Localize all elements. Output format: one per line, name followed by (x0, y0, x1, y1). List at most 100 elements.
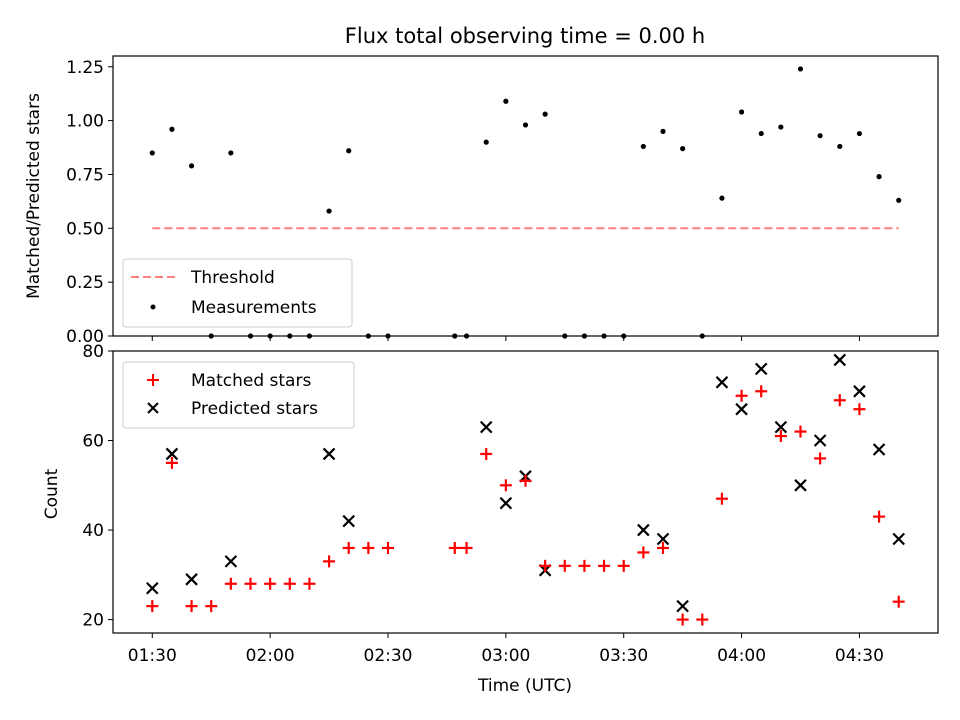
predicted-star-point (872, 443, 886, 456)
predicted-star-point (735, 402, 748, 416)
matched-star-point (774, 430, 787, 443)
matched-star-point (519, 474, 532, 487)
measurement-point (326, 208, 332, 214)
matched-star-point (382, 541, 394, 554)
matched-star-point (696, 613, 709, 626)
measurement-point (660, 128, 666, 134)
top-y-tick-label: 0.00 (66, 327, 104, 347)
matched-star-point (448, 541, 461, 554)
predicted-star-point (833, 353, 847, 367)
matched-star-point (892, 595, 905, 608)
top-plot-area: 0.00 0.25 0.50 0.75 1.00 1.25 Threshold Measu… (66, 55, 939, 347)
matched-star-point (342, 541, 355, 554)
predicted-star-point (813, 434, 827, 447)
predicted-star-point (322, 447, 336, 461)
bottom-y-axis-label: Count (42, 468, 62, 519)
matched-star-point (244, 577, 257, 590)
matched-star-point (323, 555, 336, 568)
predicted-star-point (794, 479, 807, 492)
predicted-star-point (165, 447, 179, 461)
matched-star-point (873, 510, 886, 523)
measurements-legend-swatch (150, 304, 156, 310)
matched-star-point (853, 403, 866, 416)
matched-star-point (794, 425, 807, 438)
top-y-ticks: 0.00 0.25 0.50 0.75 1.00 1.25 (66, 58, 113, 347)
matched-star-point (165, 456, 178, 469)
predicted-legend-label: Predicted stars (191, 399, 318, 419)
bottom-legend: Matched stars Predicted stars (122, 361, 355, 429)
matched-star-point (264, 577, 277, 590)
predicted-star-point (499, 496, 513, 510)
matched-star-point (558, 559, 571, 572)
matched-star-point (578, 559, 591, 572)
measurement-point (797, 66, 804, 72)
bottom-y-tick-label: 80 (82, 342, 104, 362)
matched-legend-swatch (147, 374, 159, 386)
x-tick-label: 02:30 (364, 646, 413, 666)
measurement-point (876, 174, 882, 180)
top-plot-frame (112, 55, 939, 337)
predicted-star-point (656, 532, 670, 546)
measurement-point (149, 150, 155, 156)
x-tick-label: 04:30 (835, 646, 884, 666)
bottom-plot-frame (112, 350, 939, 634)
measurement-point (483, 139, 489, 145)
matched-star-point (283, 577, 296, 590)
top-chart-title: Flux total observing time = 0.00 h (345, 24, 705, 48)
measurement-point (817, 133, 823, 139)
x-tick-label: 01:30 (128, 646, 177, 666)
measurement-point (169, 126, 175, 132)
matched-star-point (676, 613, 689, 626)
bottom-data-marks (146, 353, 905, 626)
top-y-tick-label: 0.25 (66, 273, 104, 293)
matched-star-point (185, 600, 198, 613)
matched-star-point (657, 541, 669, 554)
measurement-point (896, 197, 902, 203)
matched-star-point (833, 394, 846, 407)
measurement-point (778, 124, 784, 130)
matched-star-point (362, 541, 375, 554)
predicted-star-point (224, 555, 238, 568)
matched-star-point (205, 600, 218, 613)
measurements-legend-label: Measurements (191, 298, 317, 318)
predicted-star-point (146, 581, 159, 595)
matched-star-point (715, 492, 728, 505)
predicted-star-point (892, 532, 905, 546)
top-y-axis-label: Matched/Predicted stars (24, 93, 44, 299)
measurement-point (640, 143, 646, 150)
matched-star-point (460, 541, 473, 554)
x-tick-label: 03:30 (599, 646, 648, 666)
matched-star-point (303, 577, 316, 590)
predicted-star-point (676, 599, 689, 613)
measurement-point (228, 150, 234, 156)
predicted-star-point (754, 362, 768, 376)
measurement-point (856, 130, 863, 137)
predicted-star-point (715, 376, 729, 389)
matched-legend-label: Matched stars (191, 371, 311, 391)
measurement-point (346, 148, 352, 154)
top-y-tick-label: 1.25 (66, 58, 104, 78)
threshold-legend-label: Threshold (190, 268, 275, 288)
x-tick-label: 02:00 (246, 646, 295, 666)
predicted-star-point (185, 573, 198, 586)
top-legend-box (122, 258, 353, 328)
top-y-tick-label: 0.50 (66, 219, 104, 239)
measurement-point (188, 163, 195, 169)
predicted-star-point (479, 420, 493, 434)
predicted-star-point (853, 385, 866, 398)
bottom-x-ticks: 01:30 02:00 02:30 03:00 03:30 04:00 04:30 (128, 633, 884, 666)
matched-star-point (814, 452, 827, 465)
top-y-tick-label: 0.75 (66, 165, 104, 185)
matched-star-point (598, 559, 611, 572)
measurement-point (680, 146, 686, 152)
bottom-y-tick-label: 40 (82, 521, 104, 541)
matched-star-point (224, 577, 237, 590)
predicted-star-point (774, 420, 788, 434)
top-y-tick-label: 1.00 (66, 112, 104, 132)
measurement-point (503, 98, 509, 104)
x-tick-label: 04:00 (717, 646, 766, 666)
matched-star-point (735, 389, 748, 402)
